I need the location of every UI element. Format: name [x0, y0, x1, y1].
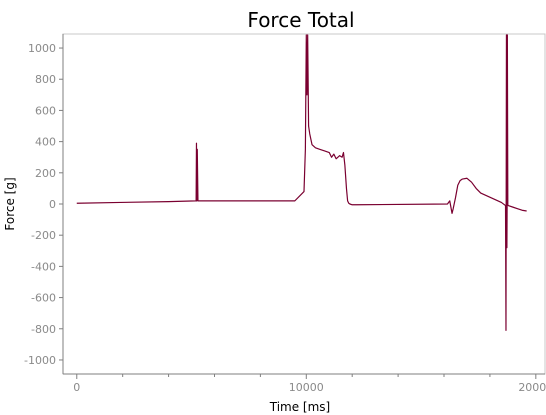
x-axis-label: Time [ms] [269, 400, 331, 414]
y-tick-label: -1000 [24, 354, 56, 367]
chart-title: Force Total [247, 8, 354, 32]
x-tick-label: 10000 [289, 381, 324, 394]
y-tick-label: -400 [31, 260, 56, 273]
series-layer [76, 34, 527, 331]
plot-frame [62, 33, 546, 375]
x-tick-label: 20000 [518, 381, 546, 394]
x-tick-label: 0 [73, 381, 80, 394]
y-axis-ticks: -1000 -800 -600 -400 -200 0 200 400 600 800 1000 [24, 42, 63, 367]
y-tick-label: 400 [35, 136, 56, 149]
y-tick-label: 0 [49, 198, 56, 211]
force-series-line [76, 34, 527, 331]
y-tick-label: -200 [31, 229, 56, 242]
y-tick-label: 200 [35, 167, 56, 180]
y-axis-label: Force [g] [3, 177, 17, 230]
y-tick-label: 600 [35, 104, 56, 117]
y-tick-label: -800 [31, 323, 56, 336]
x-axis-ticks: 0 10000 20000 [73, 374, 546, 394]
y-tick-label: -600 [31, 292, 56, 305]
y-tick-label: 800 [35, 73, 56, 86]
y-tick-label: 1000 [28, 42, 56, 55]
